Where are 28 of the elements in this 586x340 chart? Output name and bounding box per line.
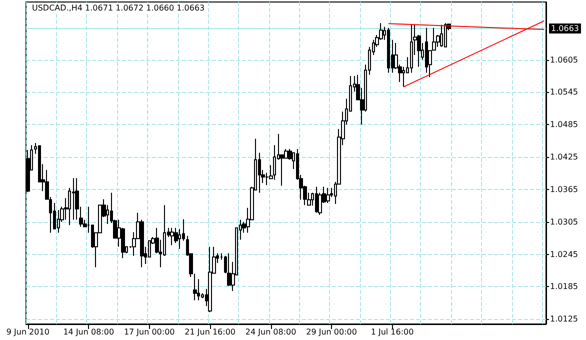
x-tick-label: 29 Jun 00:00 — [306, 328, 357, 336]
y-tick-label: 1.0425 — [550, 152, 578, 162]
x-tick-label: 17 Jun 00:00 — [124, 328, 175, 336]
x-tick-label: 24 Jun 08:00 — [245, 328, 296, 336]
x-tick-label: 9 Jun 2010 — [6, 328, 50, 336]
y-tick-label: 1.0185 — [550, 282, 578, 292]
y-tick-label: 1.0125 — [550, 314, 578, 324]
candlestick — [410, 24, 413, 74]
candlestick — [208, 246, 212, 313]
candlestick — [425, 27, 428, 74]
y-tick-label: 1.0305 — [550, 217, 578, 226]
y-tick-label: 1.0605 — [550, 55, 578, 64]
y-tick-label: 1.0545 — [550, 88, 578, 97]
candlestick — [227, 252, 231, 287]
x-tick-label: 1 Jul 16:00 — [370, 328, 414, 336]
x-tick-label: 21 Jun 16:00 — [184, 328, 236, 336]
ref-line-label: 1.0663 — [551, 24, 579, 33]
candlestick — [315, 186, 318, 214]
chart-title: USDCAD.,H4 1.0671 1.0672 1.0660 1.0663 — [32, 4, 205, 12]
y-tick-label: 1.0485 — [550, 120, 578, 130]
candlestick — [326, 187, 330, 204]
x-tick-label: 14 Jun 08:00 — [63, 328, 114, 336]
y-tick-label: 1.0365 — [550, 184, 578, 194]
candlestick — [440, 24, 443, 48]
candlestick — [444, 22, 447, 48]
candlestick — [170, 227, 174, 246]
candlestick — [387, 27, 390, 74]
y-tick-label: 1.0245 — [550, 250, 578, 259]
